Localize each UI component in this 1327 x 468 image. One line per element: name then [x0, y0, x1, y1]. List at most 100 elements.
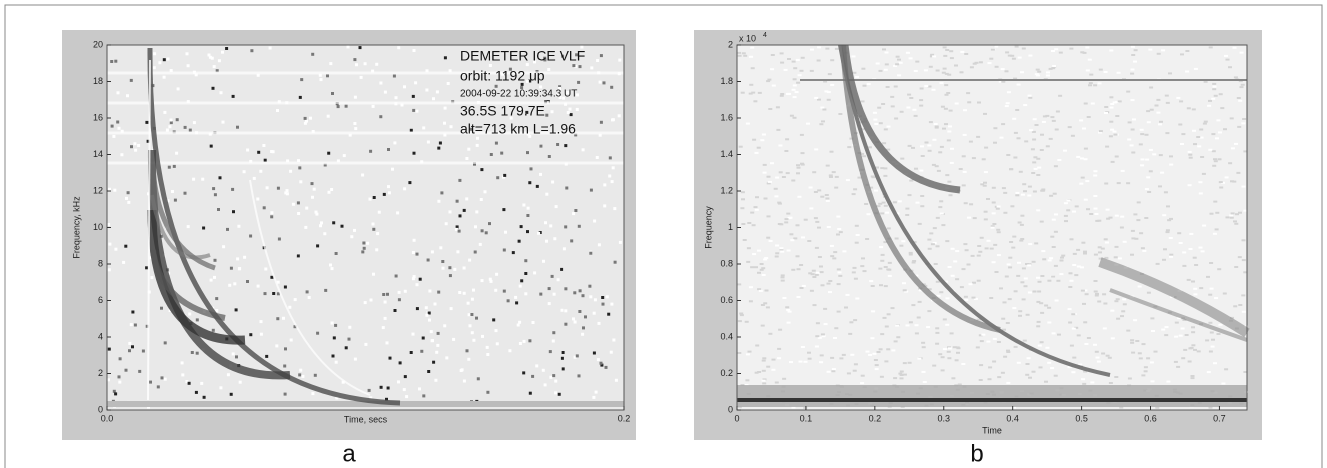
texture — [422, 394, 426, 398]
texture — [415, 109, 419, 113]
texture — [562, 247, 566, 251]
texture — [1016, 274, 1021, 277]
texture — [1041, 189, 1046, 192]
texture — [422, 126, 426, 130]
texture — [573, 355, 577, 359]
texture — [1013, 77, 1018, 80]
texture — [435, 90, 439, 94]
texture — [773, 187, 778, 190]
texture — [780, 276, 785, 279]
texture — [892, 201, 897, 204]
texture — [1042, 115, 1047, 118]
texture — [762, 382, 767, 385]
texture — [188, 312, 192, 316]
texture — [826, 226, 831, 228]
texture — [838, 231, 843, 234]
texture — [934, 125, 939, 128]
texture — [1036, 157, 1041, 160]
texture — [276, 292, 280, 296]
texture — [932, 55, 937, 58]
texture — [1216, 119, 1221, 122]
texture — [1076, 155, 1081, 158]
texture — [556, 143, 560, 146]
texture — [737, 406, 742, 409]
texture — [1233, 305, 1238, 308]
texture — [829, 176, 833, 178]
texture — [539, 292, 543, 296]
texture — [836, 268, 841, 271]
texture — [1130, 72, 1135, 75]
texture — [751, 224, 756, 227]
texture — [814, 246, 819, 249]
texture — [1117, 257, 1122, 260]
texture — [886, 348, 891, 351]
texture — [882, 316, 887, 319]
texture — [786, 212, 791, 215]
texture — [853, 277, 858, 280]
texture — [939, 200, 944, 203]
texture — [926, 326, 931, 329]
texture — [817, 336, 822, 339]
texture — [881, 103, 886, 105]
y-tick-label: 20 — [93, 39, 103, 49]
texture — [486, 353, 490, 356]
annotation: 36.5S 179.7E — [460, 103, 545, 119]
texture — [1139, 232, 1144, 235]
texture — [1126, 329, 1131, 332]
texture — [1071, 371, 1076, 374]
texture — [263, 292, 267, 296]
texture — [791, 268, 796, 271]
trace — [150, 249, 226, 321]
texture — [1119, 406, 1124, 409]
texture — [1100, 247, 1105, 250]
texture — [1158, 154, 1163, 157]
texture — [1047, 259, 1052, 262]
texture — [528, 134, 532, 138]
texture — [554, 205, 558, 209]
texture — [551, 339, 555, 343]
texture — [1188, 156, 1193, 159]
texture — [1208, 46, 1213, 49]
texture — [112, 134, 116, 138]
texture — [362, 241, 366, 245]
texture — [827, 73, 832, 76]
texture — [1036, 174, 1041, 176]
texture — [1208, 148, 1213, 151]
texture — [1049, 194, 1054, 197]
texture — [812, 304, 817, 307]
y-tick-label: 0.2 — [720, 368, 733, 378]
texture — [1169, 163, 1174, 166]
texture — [1041, 120, 1046, 123]
texture — [537, 231, 541, 235]
texture — [1230, 212, 1235, 215]
texture — [550, 274, 554, 278]
texture — [923, 69, 928, 72]
texture — [192, 121, 196, 125]
texture — [929, 232, 934, 235]
texture — [811, 269, 816, 272]
texture — [819, 123, 824, 126]
texture — [548, 350, 552, 354]
texture — [455, 225, 459, 229]
texture — [964, 299, 969, 301]
texture — [874, 189, 878, 192]
texture — [284, 347, 287, 351]
texture — [1006, 263, 1011, 266]
texture — [1212, 164, 1217, 167]
texture — [1122, 303, 1127, 306]
texture — [1181, 357, 1186, 360]
texture — [919, 169, 924, 172]
texture — [369, 149, 373, 153]
texture — [862, 155, 867, 158]
texture — [853, 319, 858, 322]
texture — [1209, 212, 1214, 215]
texture — [753, 100, 758, 103]
texture — [907, 93, 912, 96]
texture — [169, 118, 173, 122]
texture — [547, 287, 551, 291]
texture — [1144, 188, 1149, 191]
texture — [326, 74, 329, 78]
texture — [329, 263, 332, 267]
texture — [377, 210, 381, 214]
texture — [1103, 302, 1108, 305]
